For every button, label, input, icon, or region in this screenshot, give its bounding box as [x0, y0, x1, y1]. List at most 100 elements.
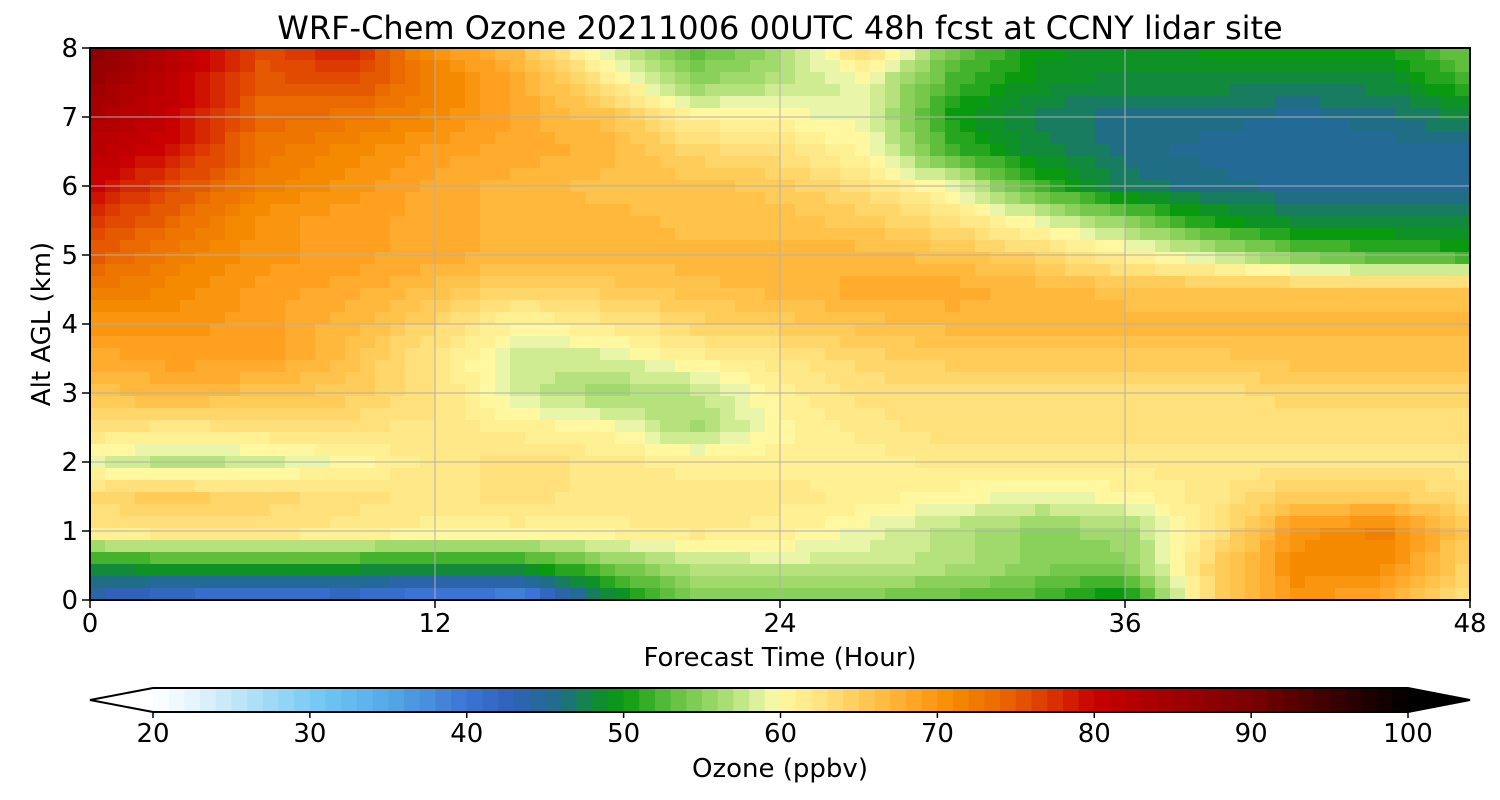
- colorbar-segment: [1015, 688, 1033, 712]
- heatmap-cell: [285, 156, 301, 169]
- heatmap-cell: [1095, 144, 1111, 157]
- heatmap-cell: [1200, 276, 1216, 289]
- heatmap-cell: [165, 564, 181, 577]
- heatmap-cell: [885, 204, 901, 217]
- heatmap-cell: [600, 48, 616, 61]
- heatmap-cell: [1350, 96, 1366, 109]
- heatmap-cell: [270, 516, 286, 529]
- heatmap-cell: [1365, 516, 1381, 529]
- heatmap-cell: [420, 204, 436, 217]
- colorbar-segment: [435, 688, 452, 712]
- heatmap-cell: [1320, 72, 1336, 85]
- heatmap-cell: [1170, 60, 1186, 73]
- heatmap-cell: [990, 360, 1006, 373]
- heatmap-cell: [1110, 444, 1126, 457]
- heatmap-cell: [420, 48, 436, 61]
- heatmap-cell: [780, 324, 796, 337]
- heatmap-cell: [1410, 372, 1426, 385]
- heatmap-cell: [1185, 360, 1201, 373]
- heatmap-cell: [105, 144, 121, 157]
- heatmap-cell: [135, 216, 151, 229]
- heatmap-cell: [1350, 300, 1366, 313]
- heatmap-cell: [1440, 96, 1456, 109]
- heatmap-cell: [1365, 408, 1381, 421]
- heatmap-cell: [165, 156, 181, 169]
- heatmap-cell: [720, 240, 736, 253]
- heatmap-cell: [900, 324, 916, 337]
- heatmap-cell: [1290, 72, 1306, 85]
- colorbar-segment: [733, 688, 750, 712]
- heatmap-cell: [1230, 312, 1246, 325]
- heatmap-cell: [360, 552, 376, 565]
- heatmap-cell: [765, 588, 781, 600]
- heatmap-cell: [690, 168, 706, 181]
- heatmap-cell: [1380, 216, 1396, 229]
- heatmap-cell: [1140, 204, 1156, 217]
- heatmap-cell: [1275, 492, 1291, 505]
- colorbar-segment: [670, 688, 687, 712]
- colorbar-segment: [1329, 688, 1346, 712]
- heatmap-cell: [600, 432, 616, 445]
- heatmap-cell: [1350, 72, 1366, 85]
- heatmap-cell: [630, 72, 646, 85]
- heatmap-cell: [360, 564, 376, 577]
- heatmap-cell: [1200, 108, 1216, 121]
- heatmap-cell: [300, 432, 316, 445]
- heatmap-cell: [885, 552, 901, 565]
- heatmap-cell: [1140, 216, 1156, 229]
- heatmap-cell: [690, 216, 706, 229]
- heatmap-cell: [780, 444, 796, 457]
- heatmap-cell: [1110, 492, 1126, 505]
- heatmap-cell: [555, 588, 571, 600]
- heatmap-cell: [720, 312, 736, 325]
- heatmap-cell: [540, 468, 556, 481]
- heatmap-cell: [615, 516, 631, 529]
- heatmap-cell: [180, 312, 196, 325]
- heatmap-cell: [165, 324, 181, 337]
- heatmap-cell: [705, 96, 721, 109]
- heatmap-cell: [435, 324, 451, 337]
- heatmap-cell: [1200, 96, 1216, 109]
- heatmap-cell: [450, 228, 466, 241]
- heatmap-cell: [990, 216, 1006, 229]
- heatmap-cell: [690, 252, 706, 265]
- heatmap-cell: [1050, 312, 1066, 325]
- heatmap-cell: [1095, 504, 1111, 517]
- heatmap-cell: [210, 108, 226, 121]
- heatmap-cell: [780, 504, 796, 517]
- heatmap-cell: [120, 228, 136, 241]
- heatmap-cell: [855, 108, 871, 121]
- heatmap-cell: [360, 468, 376, 481]
- heatmap-cell: [900, 216, 916, 229]
- heatmap-cell: [540, 48, 556, 61]
- heatmap-cell: [720, 480, 736, 493]
- heatmap-cell: [150, 480, 166, 493]
- heatmap-cell: [855, 84, 871, 97]
- heatmap-cell: [345, 372, 361, 385]
- heatmap-cell: [1245, 252, 1261, 265]
- heatmap-cell: [210, 120, 226, 133]
- colorbar-tick-label: 50: [607, 719, 640, 749]
- heatmap-cell: [1410, 132, 1426, 145]
- heatmap-cell: [480, 588, 496, 600]
- heatmap-cell: [570, 384, 586, 397]
- heatmap-cell: [1455, 360, 1470, 373]
- heatmap-cell: [675, 252, 691, 265]
- heatmap-cell: [300, 420, 316, 433]
- heatmap-cell: [1095, 300, 1111, 313]
- heatmap-cell: [960, 288, 976, 301]
- heatmap-cell: [450, 288, 466, 301]
- heatmap-cell: [150, 552, 166, 565]
- heatmap-cell: [540, 252, 556, 265]
- heatmap-cell: [375, 336, 391, 349]
- heatmap-cell: [165, 420, 181, 433]
- heatmap-cell: [750, 72, 766, 85]
- heatmap-cell: [705, 420, 721, 433]
- heatmap-cell: [720, 228, 736, 241]
- heatmap-cell: [1230, 216, 1246, 229]
- heatmap-cell: [660, 432, 676, 445]
- colorbar-segment: [827, 688, 844, 712]
- heatmap-cell: [750, 576, 766, 589]
- heatmap-cell: [390, 144, 406, 157]
- heatmap-cell: [195, 312, 211, 325]
